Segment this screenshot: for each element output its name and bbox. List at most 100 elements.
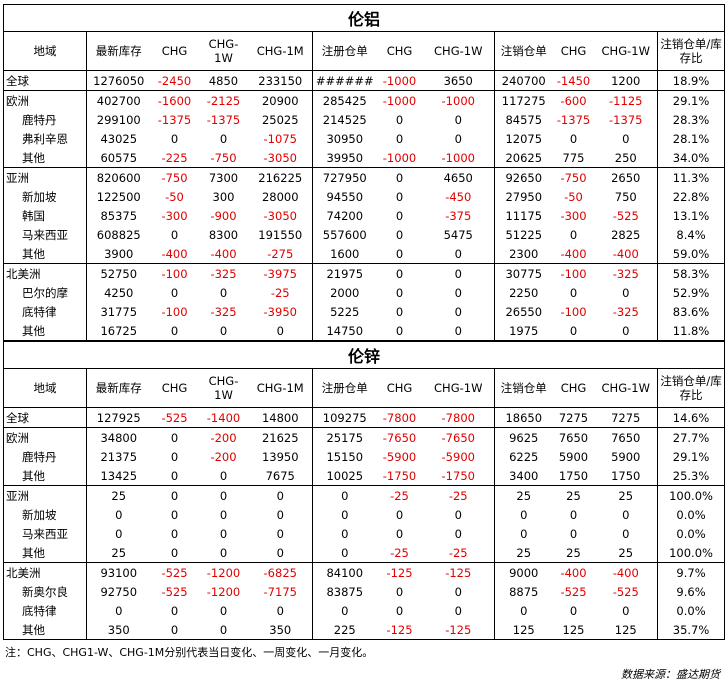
- table-cell: 5900: [558, 449, 589, 464]
- table-cell: 125: [494, 620, 553, 640]
- column-header: CHG: [376, 368, 423, 408]
- table-cell: -100: [150, 263, 199, 283]
- table-cell: -525: [161, 584, 188, 599]
- table-cell: 0: [198, 321, 249, 341]
- table-cell: 83.6%: [657, 302, 726, 321]
- table-cell: 21975: [312, 263, 377, 283]
- region-name: 全球: [3, 407, 87, 428]
- table-cell: 0: [170, 603, 179, 618]
- table-cell: 20900: [248, 90, 313, 110]
- subregion-row: 其他 25 0 0 0 0 -25 -25 25 25 25 100.0%: [3, 543, 726, 563]
- table-cell: 100.0%: [657, 485, 726, 505]
- column-header: CHG-1M: [248, 31, 313, 71]
- column-header: CHG-1M: [248, 368, 313, 408]
- table-cell: 0: [170, 468, 179, 483]
- table-cell: 0: [594, 129, 658, 148]
- data-source: 数据来源：盛达期货: [621, 668, 720, 681]
- region-name: 亚洲: [3, 485, 87, 505]
- region-name: 北美洲: [3, 562, 87, 582]
- subregion-row: 弗利辛恩 43025 0 0 -1075 30950 0 0 12075 0 0 28.1%: [3, 129, 726, 148]
- region-name: 马来西亚: [3, 524, 87, 543]
- table-cell: 0: [520, 507, 528, 522]
- table-cell: 1750: [594, 466, 658, 486]
- table-cell: 0: [115, 507, 123, 522]
- region-name: 其他: [3, 620, 87, 640]
- subregion-row: 马来西亚 608825 0 8300 191550 557600 0 5475 51225 0 28…: [3, 225, 726, 244]
- region-name: 巴尔的摩: [3, 283, 87, 302]
- inventory-report: 伦铝 地域 最新库存 CHG CHG-1W CHG-1M 注册仓单 CHG CHG-1W 注销仓单…: [2, 4, 726, 681]
- table-cell: 25: [594, 485, 658, 505]
- table-cell: 3400: [509, 468, 539, 483]
- column-header: CHG: [552, 368, 595, 408]
- table-cell: 0: [312, 485, 377, 505]
- table-cell: 0: [395, 285, 404, 300]
- table-cell: 0: [170, 545, 179, 560]
- table-cell: 1975: [494, 321, 553, 341]
- table-cell: -450: [422, 187, 495, 206]
- table-cell: 92750: [100, 584, 138, 599]
- table-cell: 10025: [326, 468, 364, 483]
- region-name: 北美洲: [3, 263, 87, 283]
- table-cell: 0: [219, 603, 228, 618]
- table-cell: 0: [569, 603, 578, 618]
- table-cell: 1200: [594, 70, 658, 91]
- region-name: 韩国: [3, 206, 87, 225]
- table-cell: 100.0%: [657, 543, 726, 563]
- table-cell: 29.1%: [657, 90, 726, 110]
- table-cell: 5225: [330, 304, 360, 319]
- table-cell: -25: [248, 283, 313, 302]
- table-cell: 93100: [86, 562, 151, 582]
- table-cell: -3050: [248, 206, 313, 225]
- column-header: CHG: [376, 31, 423, 71]
- column-header: 注册仓单: [312, 368, 377, 408]
- table-cell: -3950: [248, 302, 313, 321]
- table-cell: 300: [212, 189, 235, 204]
- table-cell: 0: [219, 545, 228, 560]
- table-cell: 820600: [86, 167, 151, 187]
- tables-container: 伦铝 地域 最新库存 CHG CHG-1W CHG-1M 注册仓单 CHG CHG-1W 注销仓单…: [2, 4, 726, 640]
- table-cell: 51225: [505, 227, 543, 242]
- table-cell: -400: [161, 246, 188, 261]
- table-cell: -200: [210, 449, 237, 464]
- table-cell: 0: [395, 227, 404, 242]
- table-cell: 0: [395, 584, 404, 599]
- table-cell: -1450: [552, 70, 595, 91]
- table-cell: 0: [150, 427, 199, 447]
- table-cell: 775: [562, 150, 585, 165]
- column-header: CHG-1W: [198, 31, 249, 71]
- table-cell: -525: [150, 562, 199, 582]
- table-cell: 7675: [248, 466, 313, 486]
- table-cell: 85375: [100, 208, 138, 223]
- table-cell: 14750: [312, 321, 377, 341]
- table-cell: 0: [219, 131, 228, 146]
- table-cell: -275: [248, 244, 313, 264]
- table-cell: 0: [341, 526, 349, 541]
- table-cell: 0: [219, 507, 228, 522]
- table-cell: 0: [422, 302, 495, 321]
- table-cell: 0: [569, 507, 578, 522]
- table-cell: 5900: [594, 447, 658, 466]
- table-cell: 9.6%: [657, 582, 726, 601]
- table-cell: 39950: [326, 150, 364, 165]
- column-header: 地域: [3, 31, 87, 71]
- table-cell: 0: [170, 526, 179, 541]
- table-cell: 7650: [594, 427, 658, 447]
- table-cell: 25025: [248, 110, 313, 129]
- subregion-row: 其他 60575 -225 -750 -3050 39950 -1000 -1000 20625…: [3, 148, 726, 168]
- table-cell: 0: [422, 321, 495, 341]
- table-cell: 299100: [96, 112, 141, 127]
- table-cell: -1200: [206, 584, 241, 599]
- region-name: 欧洲: [3, 90, 87, 110]
- table-cell: 225: [312, 620, 377, 640]
- table-cell: 109275: [312, 407, 377, 428]
- table-cell: -325: [594, 302, 658, 321]
- table-cell: 0: [170, 285, 179, 300]
- table-cell: 25: [516, 545, 532, 560]
- table-cell: -7800: [422, 407, 495, 428]
- table-cell: -375: [422, 206, 495, 225]
- table-cell: -300: [161, 208, 188, 223]
- table-cell: -1375: [157, 112, 192, 127]
- table-cell: -125: [422, 620, 495, 640]
- region-name: 其他: [3, 244, 87, 264]
- region-name: 鹿特丹: [3, 447, 87, 466]
